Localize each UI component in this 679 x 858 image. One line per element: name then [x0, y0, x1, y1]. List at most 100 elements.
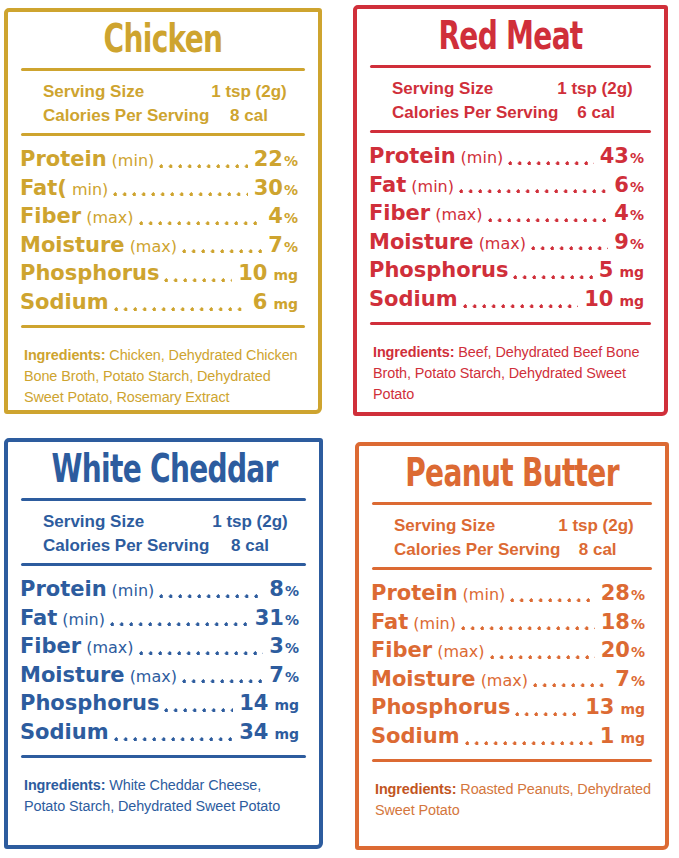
nutrient-amount: 6 [614, 171, 629, 200]
dot-leader [159, 594, 263, 599]
nutrient-value: 10mg [238, 259, 298, 290]
nutrient-row-sodium: Sodium 6mg [20, 288, 298, 317]
nutrient-label: Sodium [371, 722, 460, 751]
divider [372, 759, 652, 762]
calories-label: Calories Per Serving [43, 534, 209, 558]
card-title: White Cheddar [52, 448, 276, 490]
card-title: Peanut Butter [402, 452, 622, 494]
dot-leader [114, 737, 234, 742]
ingredients-label: Ingredients: [24, 776, 105, 793]
nutrient-row-fat: Fat (min) 18% [371, 608, 645, 637]
nutrient-row-phosphorus: Phosphorus 14mg [20, 689, 299, 718]
nutrient-amount: 28 [601, 579, 630, 608]
nutrient-qualifier: (min) [463, 581, 506, 610]
nutrient-value: 20% [601, 636, 645, 667]
nutrient-value: 5mg [599, 256, 644, 287]
nutrient-amount: 1 [600, 722, 615, 751]
nutrient-unit: mg [274, 691, 299, 720]
nutrient-unit: % [284, 204, 298, 233]
nutrient-amount: 7 [615, 665, 630, 694]
nutrient-unit: mg [273, 261, 298, 290]
label-card-chicken: Chicken Serving Size 1 tsp (2g) Calories… [4, 8, 322, 414]
dot-leader [510, 598, 594, 603]
dot-leader [139, 651, 264, 656]
calories-value: 6 cal [558, 101, 634, 125]
nutrient-qualifier: (max) [130, 663, 177, 692]
nutrient-unit: % [630, 230, 644, 259]
nutrient-qualifier: min) [72, 176, 108, 205]
nutrient-label: Fiber [371, 636, 432, 665]
nutrient-qualifier: (max) [86, 204, 133, 233]
nutrient-value: 30% [254, 174, 298, 205]
serving-size-row: Serving Size 1 tsp (2g) [43, 510, 289, 534]
calories-row: Calories Per Serving 8 cal [43, 104, 288, 128]
ingredients: Ingredients: White Cheddar Cheese, Potat… [24, 774, 300, 816]
nutrient-table: Protein (min) 43% Fat (min) 6% Fiber (ma… [369, 142, 644, 314]
calories-row: Calories Per Serving 8 cal [43, 534, 289, 558]
dot-leader [513, 275, 592, 280]
nutrient-label: Fat [369, 171, 406, 200]
nutrient-qualifier: (min) [112, 577, 155, 606]
nutrient-value: 13mg [585, 693, 645, 724]
nutrient-amount: 22 [254, 145, 283, 174]
calories-value: 8 cal [560, 538, 635, 562]
nutrient-value: 22% [254, 145, 298, 176]
nutrient-amount: 20 [601, 636, 630, 665]
nutrient-label: Protein [369, 142, 456, 171]
nutrient-amount: 30 [254, 174, 283, 203]
calories-value: 8 cal [211, 534, 289, 558]
nutrient-label: Protein [371, 579, 458, 608]
nutrient-amount: 10 [584, 285, 613, 314]
nutrient-amount: 8 [269, 575, 284, 604]
dot-leader [461, 626, 595, 631]
dot-leader [463, 304, 579, 309]
nutrient-amount: 43 [600, 142, 629, 171]
nutrient-row-phosphorus: Phosphorus 5mg [369, 256, 644, 285]
serving-size-label: Serving Size [43, 510, 144, 534]
nutrient-value: 1mg [600, 722, 645, 753]
nutrient-table: Protein (min) 22% Fat( min) 30% Fiber (m… [20, 145, 298, 317]
dot-leader [533, 683, 609, 688]
nutrient-qualifier: (max) [435, 201, 482, 230]
nutrient-label: Moisture [20, 231, 125, 260]
ingredients: Ingredients: Chicken, Dehydrated Chicken… [24, 344, 300, 407]
nutrient-amount: 18 [601, 608, 630, 637]
serving-section: Serving Size 1 tsp (2g) Calories Per Ser… [43, 80, 288, 128]
nutrient-value: 4% [614, 199, 644, 230]
dot-leader [182, 679, 263, 684]
nutrient-qualifier: (max) [437, 638, 484, 667]
nutrient-row-sodium: Sodium 34mg [20, 718, 299, 747]
nutrient-amount: 3 [269, 632, 284, 661]
nutrient-label: Fat [371, 608, 408, 637]
calories-row: Calories Per Serving 8 cal [394, 538, 635, 562]
serving-size-row: Serving Size 1 tsp (2g) [394, 514, 635, 538]
divider [21, 133, 305, 136]
divider [370, 65, 651, 68]
dot-leader [490, 655, 595, 660]
nutrient-qualifier: (min) [112, 147, 155, 176]
nutrient-unit: mg [620, 695, 645, 724]
nutrient-label: Fiber [20, 202, 81, 231]
dot-leader [182, 249, 262, 254]
nutrient-qualifier: (max) [130, 233, 177, 262]
nutrient-amount: 4 [268, 202, 283, 231]
divider [372, 502, 652, 505]
nutrient-unit: % [284, 147, 298, 176]
nutrient-label: Phosphorus [20, 259, 159, 288]
nutrient-value: 28% [601, 579, 645, 610]
nutrient-unit: % [631, 581, 645, 610]
card-title: Red Meat [400, 15, 621, 57]
nutrient-qualifier: (max) [481, 667, 528, 696]
nutrient-qualifier: (max) [86, 634, 133, 663]
serving-size-row: Serving Size 1 tsp (2g) [43, 80, 288, 104]
nutrient-table: Protein (min) 8% Fat (min) 31% Fiber (ma… [20, 575, 299, 747]
ingredients-label: Ingredients: [375, 780, 456, 797]
dot-leader [139, 221, 263, 226]
nutrient-unit: % [631, 610, 645, 639]
dot-leader [113, 192, 247, 197]
nutrient-label: Phosphorus [369, 256, 508, 285]
nutrient-unit: % [285, 577, 299, 606]
divider [372, 567, 652, 570]
nutrient-value: 18% [601, 608, 645, 639]
nutrient-value: 7% [615, 665, 645, 696]
